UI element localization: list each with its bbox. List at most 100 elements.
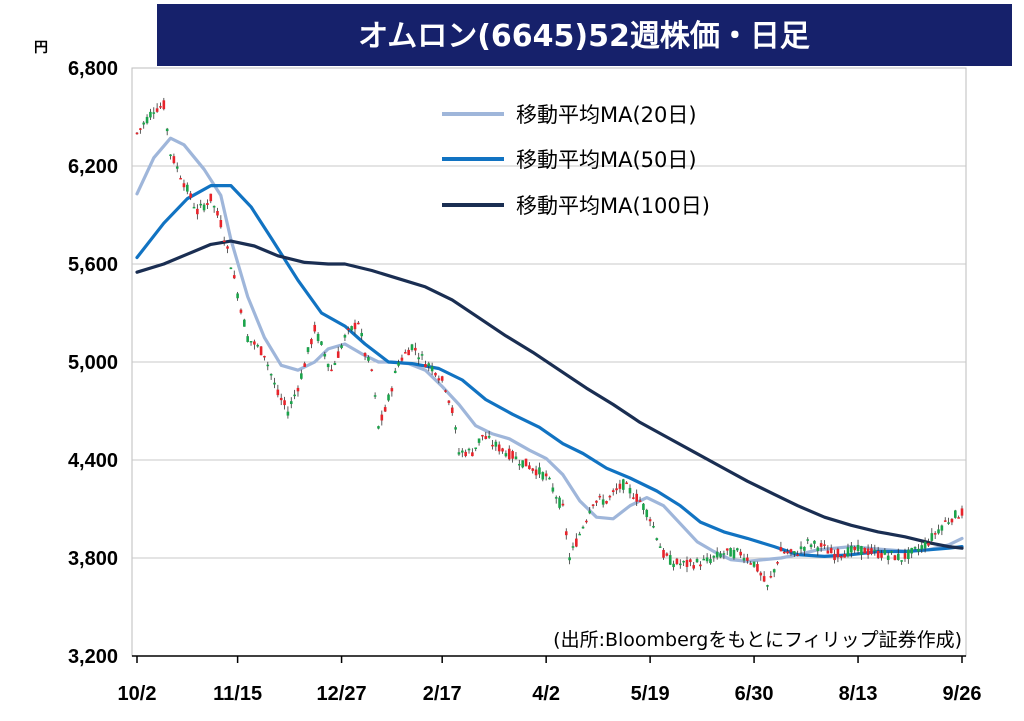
candle-down <box>813 540 816 544</box>
candle-down <box>323 353 327 357</box>
candle-up <box>863 547 867 554</box>
source-note: (出所:Bloombergをもとにフィリップ証券作成) <box>553 629 962 651</box>
candle-down <box>581 526 585 529</box>
candle-up <box>239 309 243 313</box>
candle-down <box>266 364 270 367</box>
candle-down <box>249 341 253 343</box>
candle-down <box>900 560 903 562</box>
candle-down <box>256 344 260 347</box>
candle-up <box>400 357 404 361</box>
candle-up <box>313 324 317 332</box>
candle-up <box>575 538 578 547</box>
candle-up <box>263 355 266 358</box>
candle-down <box>373 395 377 397</box>
candle-up <box>162 100 166 110</box>
candle-down <box>702 558 706 561</box>
candle-down <box>430 366 434 372</box>
moving-average-lines <box>135 136 964 563</box>
candle-down <box>642 503 645 510</box>
candle-down <box>487 435 491 438</box>
candle-up <box>196 208 199 215</box>
candle-up <box>746 557 749 561</box>
candle-down <box>850 545 853 553</box>
candle-up <box>638 500 642 502</box>
legend-label-ma50: 移動平均MA(50日) <box>516 148 697 172</box>
candle-up <box>524 458 528 467</box>
candle-down <box>907 549 910 559</box>
candle-down <box>772 569 776 573</box>
candle-down <box>883 550 887 555</box>
candle-up <box>893 555 897 561</box>
candle-down <box>729 547 732 557</box>
chart-title: オムロン(6645)52週株価・日足 <box>358 19 810 54</box>
candle-up <box>876 550 880 558</box>
candle-down <box>940 525 944 531</box>
candle-down <box>678 563 682 566</box>
x-tick-label-1: 11/15 <box>213 683 262 705</box>
candle-down <box>856 544 860 552</box>
x-tick-label-0: 10/2 <box>118 683 157 705</box>
candle-down <box>320 341 323 345</box>
y-tick-label-3200: 3,200 <box>68 646 118 668</box>
candle-up <box>497 444 501 452</box>
candle-up <box>501 448 504 452</box>
candle-up <box>739 551 742 556</box>
candle-up <box>595 500 598 503</box>
candle-down <box>937 529 940 534</box>
candle-up <box>823 544 826 546</box>
candle-up <box>440 376 444 381</box>
ma-line-20 <box>135 136 964 563</box>
candle-down <box>923 541 927 549</box>
candle-up <box>357 322 360 325</box>
candle-down <box>202 204 206 211</box>
candle-up <box>139 128 142 130</box>
candle-up <box>769 576 773 578</box>
candle-down <box>809 544 813 548</box>
candle-up <box>903 553 907 559</box>
candle-down <box>709 558 712 564</box>
candle-down <box>343 334 347 338</box>
candle-down <box>243 319 246 327</box>
candle-down <box>621 479 625 490</box>
candle-down <box>175 166 179 169</box>
candle-up <box>561 503 565 506</box>
candle-up <box>779 547 783 552</box>
y-tick-label-3800: 3,800 <box>68 548 118 570</box>
candle-down <box>913 547 917 549</box>
candle-down <box>548 477 551 480</box>
candle-up <box>880 553 883 558</box>
grid-lines <box>132 165 966 559</box>
candle-up <box>544 473 548 477</box>
candle-down <box>246 336 249 342</box>
candle-down <box>722 553 726 555</box>
candle-up <box>310 339 313 345</box>
candle-down <box>672 563 675 568</box>
candle-down <box>326 363 330 368</box>
legend-label-ma100: 移動平均MA(100日) <box>516 194 710 218</box>
candle-up <box>598 495 602 498</box>
candle-down <box>715 551 719 558</box>
candle-up <box>608 495 612 498</box>
candle-down <box>316 333 320 341</box>
candle-up <box>380 414 384 421</box>
candle-up <box>782 551 786 554</box>
candle-down <box>494 441 498 447</box>
candle-up <box>699 564 702 567</box>
candle-down <box>568 557 571 561</box>
candle-up <box>182 183 186 188</box>
candle-up <box>866 548 870 556</box>
x-tick-label-4: 4/2 <box>532 683 560 705</box>
candle-down <box>300 373 303 379</box>
candle-up <box>756 564 759 572</box>
candle-up <box>303 363 306 367</box>
candle-up <box>665 553 669 556</box>
candle-up <box>179 177 182 180</box>
x-tick-label-5: 5/19 <box>631 683 670 705</box>
candle-up <box>531 468 535 471</box>
candle-down <box>474 447 478 449</box>
candle-down <box>229 267 233 270</box>
candle-up <box>232 275 236 279</box>
candle-down <box>420 354 424 356</box>
candle-up <box>222 240 226 243</box>
candle-down <box>655 538 659 541</box>
